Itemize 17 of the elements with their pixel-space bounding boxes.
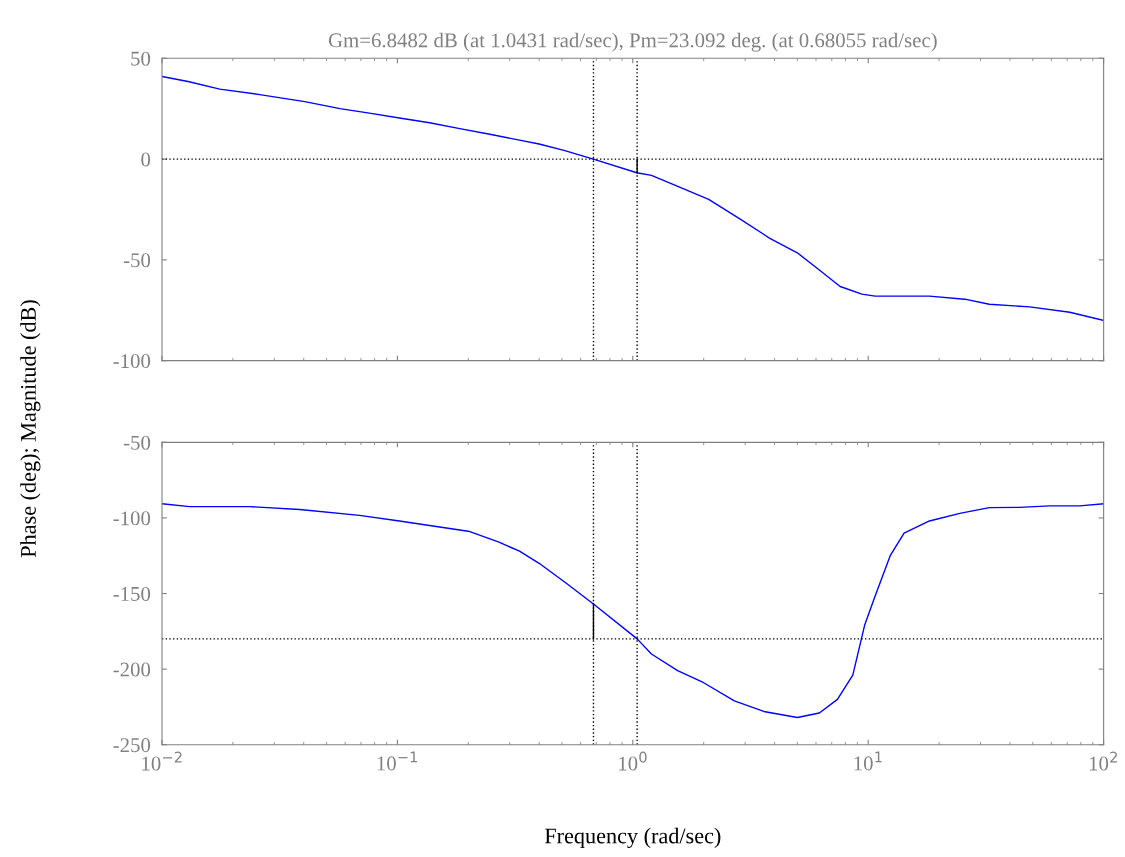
x-axis-title: Frequency (rad/sec) — [544, 827, 721, 848]
x-tick-label: 10$^{1}$ — [854, 751, 882, 771]
x-tick-label: 10$^{−2}$ — [142, 751, 182, 771]
y-tick-label: -250 — [113, 738, 151, 753]
y-tick-label: -50 — [123, 253, 151, 268]
y-tick-label: -100 — [113, 354, 151, 369]
y-axis-title: Phase (deg); Magnitude (dB) — [20, 300, 41, 558]
x-tick-label: 10$^{0}$ — [619, 751, 647, 771]
y-tick-label: -200 — [113, 662, 151, 677]
y-tick-label: 0 — [141, 152, 151, 167]
x-tick-label: 10$^{−1}$ — [377, 751, 418, 771]
y-tick-label: -150 — [113, 586, 151, 601]
x-tick-label: 10$^{2}$ — [1089, 751, 1117, 771]
y-tick-label: 50 — [131, 51, 151, 66]
y-tick-label: -50 — [123, 435, 151, 450]
y-tick-label: -100 — [113, 511, 151, 526]
chart-title: Gm=6.8482 dB (at 1.0431 rad/sec), Pm=23.092 deg. (at 0.68055 rad/sec) — [328, 32, 937, 52]
